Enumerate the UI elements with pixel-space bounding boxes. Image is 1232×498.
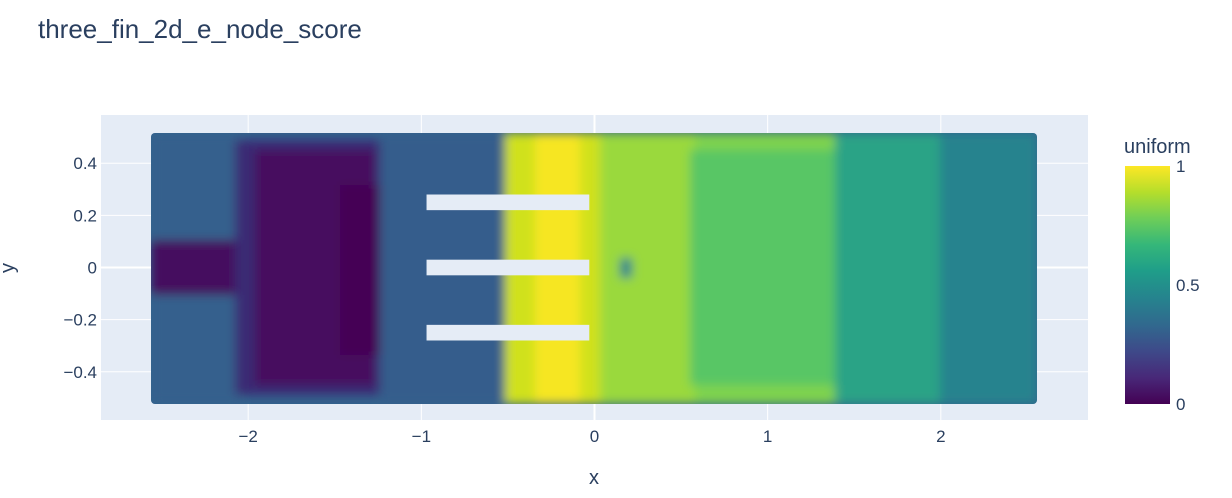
colorbar-title: uniform: [1124, 136, 1191, 158]
colorbar-ticks: 00.51: [1176, 157, 1200, 414]
colorbar-tick-label: 0.5: [1176, 276, 1200, 295]
x-tick-label: 1: [763, 427, 772, 446]
field-green-band: [600, 133, 700, 404]
y-axis-title: y: [0, 263, 19, 273]
colorbar: uniform 00.51: [1124, 136, 1200, 414]
x-tick-labels: −2 −1 0 1 2: [238, 427, 945, 446]
chart-title: three_fin_2d_e_node_score: [38, 14, 362, 44]
x-axis-title: x: [589, 467, 599, 489]
colorbar-gradient: [1125, 166, 1170, 404]
y-tick-label: 0: [88, 259, 97, 278]
field-wake-spot: [620, 258, 632, 278]
x-tick-label: 2: [936, 427, 945, 446]
field-wake-green: [690, 150, 840, 385]
fin-3: [426, 324, 590, 341]
scalar-field: [151, 133, 1037, 404]
field-teal-band: [835, 133, 945, 404]
field-outlet-band: [940, 133, 1037, 404]
x-tick-label: −1: [412, 427, 431, 446]
y-tick-label: 0.2: [73, 206, 97, 225]
x-tick-label: −2: [238, 427, 257, 446]
fin-1: [426, 194, 590, 211]
x-tick-label: 0: [590, 427, 599, 446]
y-tick-label: −0.2: [63, 311, 97, 330]
colorbar-tick-label: 1: [1176, 157, 1185, 176]
y-tick-label: 0.4: [73, 154, 97, 173]
colorbar-tick-label: 0: [1176, 395, 1185, 414]
y-tick-label: −0.4: [63, 363, 97, 382]
fins: [426, 194, 590, 341]
y-tick-labels: −0.4 −0.2 0 0.2 0.4: [63, 154, 97, 382]
fin-2: [426, 259, 590, 276]
